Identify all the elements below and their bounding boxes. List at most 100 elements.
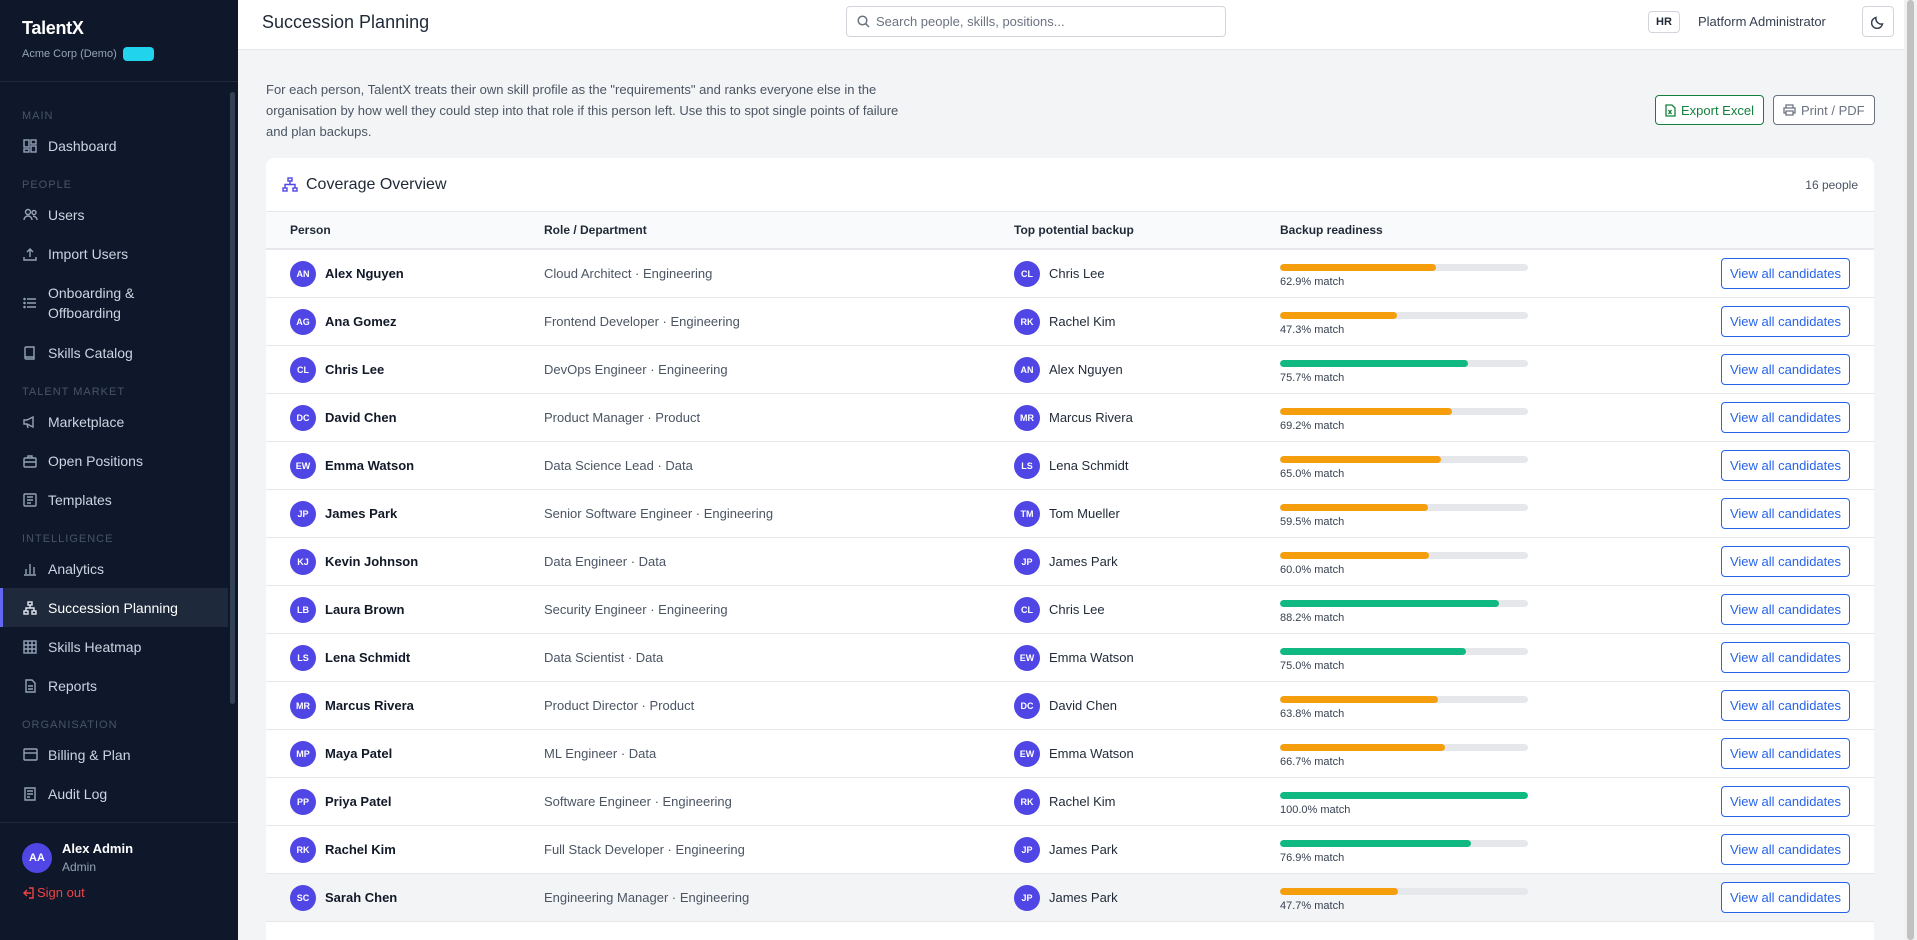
readiness-bar-fill	[1280, 455, 1442, 463]
person-name[interactable]: Rachel Kim	[325, 842, 396, 857]
view-all-candidates-button[interactable]: View all candidates	[1720, 690, 1850, 721]
readiness-bar-fill	[1280, 551, 1429, 559]
backup-name[interactable]: Chris Lee	[1049, 266, 1105, 281]
backup-name[interactable]: Rachel Kim	[1049, 314, 1116, 329]
table-body: AN Alex Nguyen Cloud Architect · Enginee…	[266, 250, 1874, 922]
backup-avatar: TM	[1014, 500, 1040, 527]
sign-out-link[interactable]: Sign out	[22, 885, 85, 900]
person-name[interactable]: Emma Watson	[325, 458, 415, 473]
person-role: Data Science Lead · Data	[544, 458, 693, 473]
view-all-candidates-button[interactable]: View all candidates	[1720, 738, 1850, 769]
view-all-candidates-button[interactable]: View all candidates	[1720, 354, 1850, 385]
person-name[interactable]: Ana Gomez	[325, 314, 397, 329]
backup-name[interactable]: James Park	[1049, 554, 1118, 569]
sidebar-item-succession-planning[interactable]: Succession Planning	[0, 588, 228, 627]
sign-out-label: Sign out	[37, 885, 85, 900]
upload-icon	[22, 246, 38, 262]
print-pdf-button[interactable]: Print / PDF	[1773, 95, 1875, 125]
view-all-candidates-button[interactable]: View all candidates	[1720, 642, 1850, 673]
hierarchy-icon	[22, 600, 38, 616]
sidebar-item-label: Reports	[48, 677, 98, 694]
person-name[interactable]: James Park	[325, 506, 398, 521]
readiness-bar	[1280, 695, 1528, 703]
hr-badge: HR	[1648, 11, 1680, 33]
view-all-candidates-button[interactable]: View all candidates	[1720, 258, 1850, 289]
view-all-candidates-button[interactable]: View all candidates	[1720, 402, 1850, 433]
person-name[interactable]: Marcus Rivera	[325, 698, 414, 713]
current-user-label[interactable]: Platform Administrator	[1698, 14, 1826, 29]
theme-toggle-button[interactable]	[1862, 6, 1894, 37]
sidebar-item-audit-log[interactable]: Audit Log	[0, 774, 228, 813]
export-excel-button[interactable]: Export Excel	[1655, 95, 1764, 125]
readiness-bar	[1280, 599, 1528, 607]
table-row: KJ Kevin Johnson Data Engineer · Data JP…	[266, 538, 1874, 586]
sidebar-item-reports[interactable]: Reports	[0, 666, 228, 705]
person-name[interactable]: Priya Patel	[325, 794, 392, 809]
sidebar-item-onboarding[interactable]: Onboarding & Offboarding	[0, 273, 228, 333]
view-all-candidates-button[interactable]: View all candidates	[1720, 546, 1850, 577]
sidebar-item-templates[interactable]: Templates	[0, 480, 228, 519]
sidebar-item-skills-catalog[interactable]: Skills Catalog	[0, 333, 228, 372]
backup-avatar: JP	[1014, 884, 1040, 911]
sidebar-item-users[interactable]: Users	[0, 195, 228, 234]
sidebar-item-label: Marketplace	[48, 413, 125, 430]
person-name[interactable]: Laura Brown	[325, 602, 405, 617]
sidebar-item-dashboard[interactable]: Dashboard	[0, 126, 228, 165]
backup-name[interactable]: Emma Watson	[1049, 650, 1134, 665]
search-input[interactable]	[876, 14, 1206, 29]
nav-section-main: MAIN	[22, 110, 54, 122]
person-name[interactable]: Maya Patel	[325, 746, 393, 761]
readiness-match: 88.2% match	[1280, 611, 1345, 624]
readiness-match: 60.0% match	[1280, 563, 1345, 576]
backup-name[interactable]: James Park	[1049, 890, 1118, 905]
view-all-candidates-button[interactable]: View all candidates	[1720, 498, 1850, 529]
brand-name[interactable]: TalentX	[22, 18, 84, 38]
avatar[interactable]: AA	[22, 842, 52, 873]
backup-name[interactable]: Tom Mueller	[1049, 506, 1120, 521]
sidebar-item-skills-heatmap[interactable]: Skills Heatmap	[0, 627, 228, 666]
view-all-candidates-button[interactable]: View all candidates	[1720, 306, 1850, 337]
person-role: Senior Software Engineer · Engineering	[544, 506, 774, 521]
people-count: 16 people	[1805, 177, 1858, 192]
briefcase-icon	[22, 453, 38, 469]
backup-name[interactable]: Alex Nguyen	[1049, 362, 1123, 377]
person-name[interactable]: Alex Nguyen	[325, 266, 404, 281]
person-role: Security Engineer · Engineering	[544, 602, 728, 617]
view-all-candidates-button[interactable]: View all candidates	[1720, 594, 1850, 625]
readiness-match: 47.7% match	[1280, 899, 1345, 912]
page-scrollbar-thumb[interactable]	[1907, 0, 1914, 940]
sidebar-item-analytics[interactable]: Analytics	[0, 549, 228, 588]
page-scrollbar[interactable]	[1904, 0, 1917, 940]
readiness-match: 100.0% match	[1280, 803, 1351, 816]
sidebar-item-import-users[interactable]: Import Users	[0, 234, 228, 273]
user-panel: AA Alex Admin Admin Sign out	[0, 822, 238, 940]
person-name[interactable]: Chris Lee	[325, 362, 385, 377]
backup-name[interactable]: Chris Lee	[1049, 602, 1105, 617]
backup-name[interactable]: James Park	[1049, 842, 1118, 857]
person-name[interactable]: Lena Schmidt	[325, 650, 411, 665]
nav-section-organisation: ORGANISATION	[22, 719, 118, 731]
view-all-candidates-button[interactable]: View all candidates	[1720, 882, 1850, 913]
person-avatar: PP	[290, 788, 316, 815]
view-all-candidates-button[interactable]: View all candidates	[1720, 834, 1850, 865]
person-role: Engineering Manager · Engineering	[544, 890, 750, 905]
sidebar-scrollbar[interactable]	[230, 92, 235, 704]
sidebar-item-marketplace[interactable]: Marketplace	[0, 402, 228, 441]
sidebar-item-billing[interactable]: Billing & Plan	[0, 735, 228, 774]
grid-icon	[22, 639, 38, 655]
list-icon	[22, 295, 38, 311]
sidebar-item-open-positions[interactable]: Open Positions	[0, 441, 228, 480]
person-name[interactable]: Kevin Johnson	[325, 554, 419, 569]
backup-name[interactable]: David Chen	[1049, 698, 1117, 713]
sidebar-item-label: Open Positions	[48, 452, 143, 469]
person-name[interactable]: David Chen	[325, 410, 397, 425]
backup-name[interactable]: Rachel Kim	[1049, 794, 1116, 809]
search-box[interactable]	[846, 6, 1226, 37]
backup-name[interactable]: Lena Schmidt	[1049, 458, 1129, 473]
backup-name[interactable]: Emma Watson	[1049, 746, 1134, 761]
person-name[interactable]: Sarah Chen	[325, 890, 398, 905]
view-all-candidates-button[interactable]: View all candidates	[1720, 450, 1850, 481]
col-readiness: Backup readiness	[1280, 223, 1383, 237]
backup-name[interactable]: Marcus Rivera	[1049, 410, 1133, 425]
view-all-candidates-button[interactable]: View all candidates	[1720, 786, 1850, 817]
